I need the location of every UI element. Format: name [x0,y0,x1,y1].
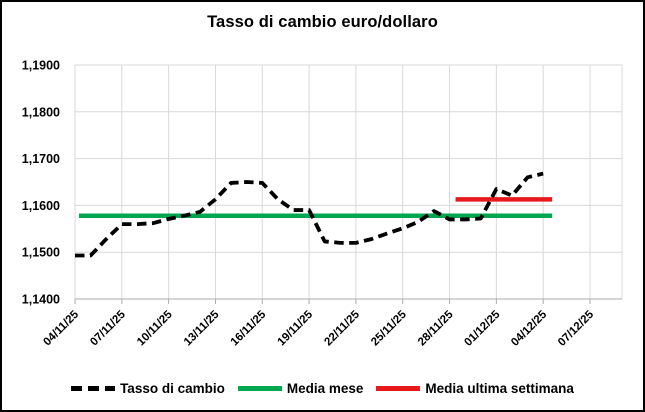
y-axis-tick-label: 1,1800 [22,105,60,119]
dashed-line-swatch [71,386,116,391]
legend-item-tasso-di-cambio: Tasso di cambio [71,381,225,396]
x-axis-tick-label: 07/11/25 [88,308,128,348]
legend-label: Media mese [286,381,364,396]
y-axis-tick-label: 1,1400 [22,293,60,307]
chart-legend: Tasso di cambio Media mese Media ultima … [2,381,643,396]
red-line-swatch [376,386,421,391]
chart-title: Tasso di cambio euro/dollaro [207,13,438,31]
y-axis-tick-label: 1,1900 [22,59,60,73]
x-axis-tick-label: 13/11/25 [182,308,222,348]
legend-item-media-mese: Media mese [237,381,364,396]
x-axis-tick-label: 10/11/25 [135,308,175,348]
legend-label: Media ultima settimana [425,381,574,396]
x-axis-tick-label: 04/11/25 [41,308,81,348]
x-axis-tick-label: 16/11/25 [229,308,269,348]
green-line-swatch [237,386,282,391]
x-axis-tick-label: 07/12/25 [556,308,597,349]
x-axis-tick-label: 25/11/25 [369,308,409,348]
y-axis-tick-label: 1,1700 [22,152,60,166]
x-axis-tick-label: 28/11/25 [416,308,456,348]
x-axis-tick-label: 04/12/25 [509,308,550,349]
legend-label: Tasso di cambio [120,381,225,396]
y-axis-tick-label: 1,1600 [22,199,60,213]
tasso-di-cambio-line [75,171,544,258]
x-axis-tick-label: 19/11/25 [276,308,316,348]
x-axis-tick-label: 22/11/25 [322,308,362,348]
legend-item-media-ultima-settimana: Media ultima settimana [376,381,574,396]
x-axis-tick-label: 01/12/25 [462,308,503,349]
y-axis-tick-label: 1,1500 [22,246,60,260]
